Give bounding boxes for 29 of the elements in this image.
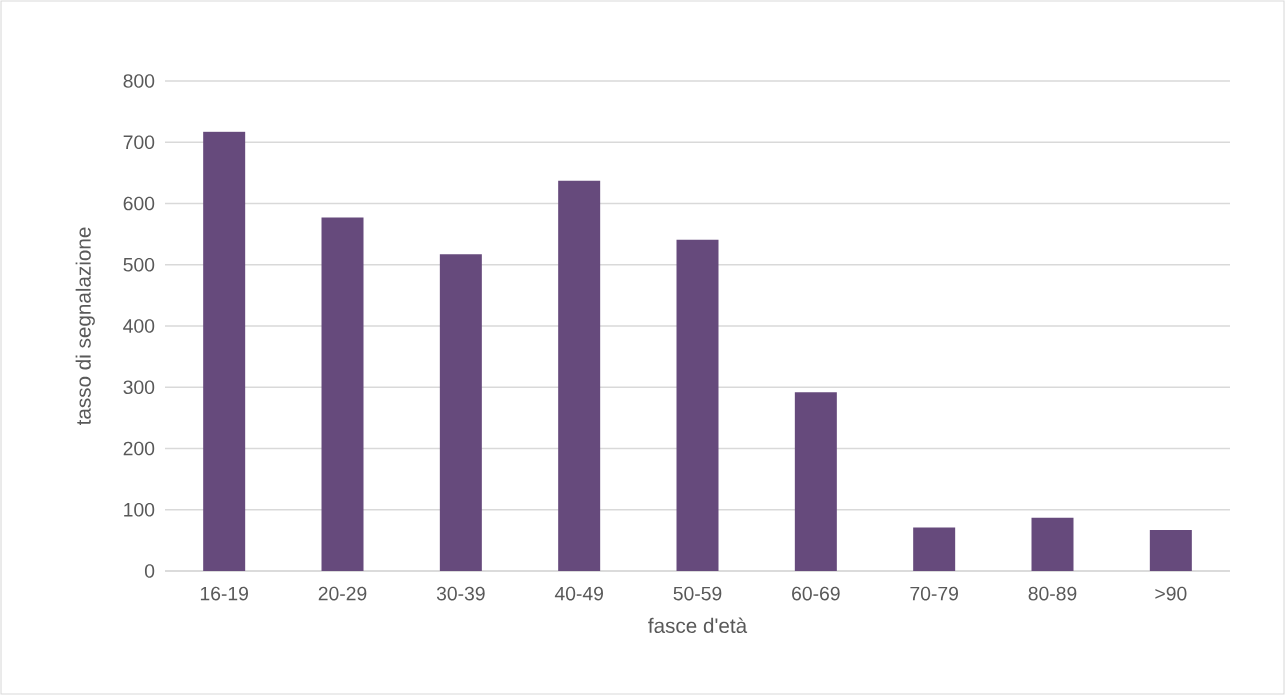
y-tick-label: 500 — [123, 257, 155, 272]
x-tick-label: 20-29 — [318, 586, 367, 601]
y-tick-label: 400 — [123, 319, 155, 333]
x-tick-label: 50-59 — [673, 586, 722, 601]
x-tick-label: 30-39 — [436, 586, 485, 601]
x-tick-label: 16-19 — [200, 586, 248, 601]
bar — [913, 527, 956, 571]
y-tick-label: 100 — [124, 502, 155, 517]
bar — [1149, 529, 1192, 571]
y-tick-label: 300 — [123, 380, 155, 395]
x-tick-label: >90 — [1155, 586, 1187, 601]
y-tick-label: 700 — [123, 135, 155, 150]
bar — [203, 131, 246, 571]
bar — [794, 392, 837, 571]
x-axis-title: fasce d'età — [648, 617, 748, 633]
y-tick-label: 600 — [123, 196, 155, 211]
x-tick-label: 80-89 — [1028, 586, 1077, 601]
y-tick-label: 200 — [123, 441, 155, 456]
x-tick-label: 60-69 — [792, 586, 840, 601]
y-tick-label: 0 — [144, 564, 155, 578]
bar — [558, 180, 601, 571]
y-axis-title: tasso di segnalazione — [75, 227, 95, 426]
bar — [676, 239, 719, 571]
bar — [321, 217, 364, 571]
y-tick-label: 800 — [123, 74, 155, 88]
x-tick-label: 70-79 — [910, 586, 958, 601]
bar — [1031, 517, 1074, 571]
bar — [439, 254, 482, 571]
x-tick-label: 40-49 — [554, 586, 603, 601]
